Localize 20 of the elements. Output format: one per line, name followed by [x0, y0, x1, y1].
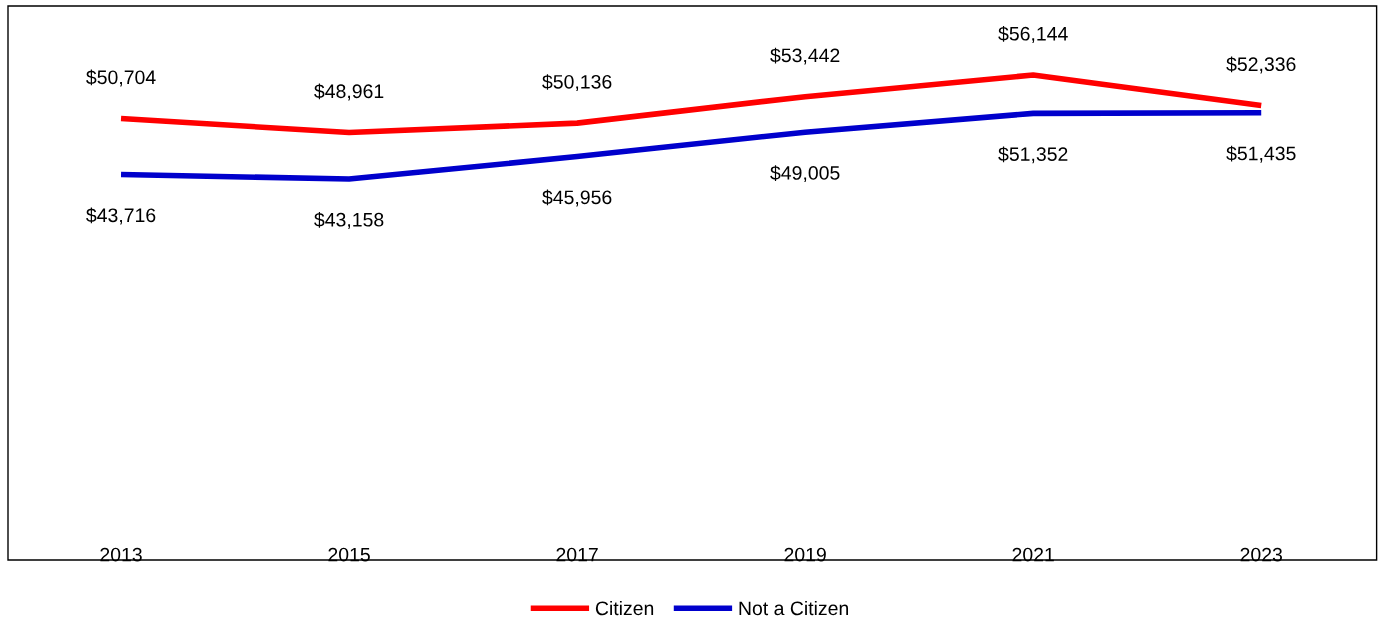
- x-tick-label: 2013: [100, 547, 142, 562]
- data-label: $53,442: [770, 47, 840, 65]
- x-tick-label: 2017: [556, 547, 598, 562]
- data-label: $45,956: [542, 189, 612, 207]
- legend-label: Not a Citizen: [739, 600, 848, 616]
- data-label: $52,336: [1226, 56, 1296, 74]
- data-label: $51,352: [998, 146, 1068, 164]
- data-label: $43,716: [86, 207, 156, 225]
- data-label: $51,435: [1226, 145, 1296, 163]
- data-label: $50,136: [542, 74, 612, 92]
- legend-label: Citizen: [595, 600, 654, 616]
- data-label: $50,704: [86, 69, 156, 87]
- data-label: $56,144: [998, 26, 1068, 43]
- x-tick-label: 2023: [1240, 547, 1282, 562]
- data-label: $43,158: [314, 212, 384, 229]
- x-tick-label: 2019: [784, 547, 826, 562]
- data-label: $48,961: [314, 83, 384, 101]
- x-tick-label: 2021: [1012, 547, 1054, 562]
- data-label: $49,005: [770, 165, 840, 183]
- x-tick-label: 2015: [328, 547, 370, 562]
